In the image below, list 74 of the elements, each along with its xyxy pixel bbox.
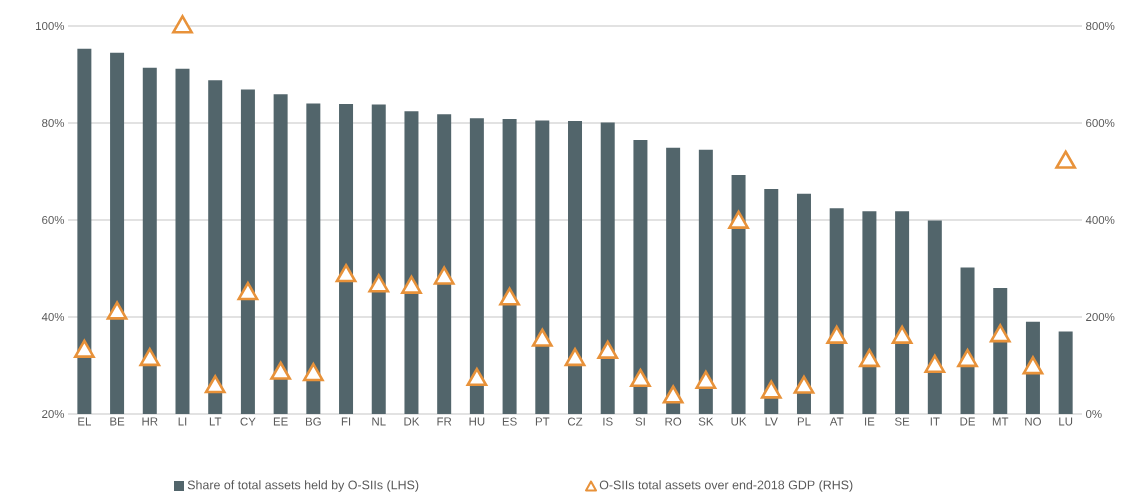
x-tick-label: SI	[635, 417, 645, 426]
point	[172, 15, 193, 34]
point	[73, 339, 95, 358]
point	[957, 348, 978, 368]
point	[662, 385, 684, 404]
x-tick-label: BG	[305, 417, 321, 426]
x-tick-label: LV	[765, 417, 778, 426]
x-tick-label: HR	[142, 417, 158, 426]
point	[728, 210, 749, 229]
point	[859, 348, 880, 368]
x-tick-label: LU	[1059, 417, 1073, 426]
point	[1055, 150, 1077, 169]
x-tick-label: MT	[992, 417, 1009, 426]
legend-label: O-SIIs total assets over end-2018 GDP (RHS)	[599, 480, 853, 492]
point	[891, 325, 913, 344]
point	[302, 362, 324, 382]
point	[793, 375, 815, 394]
point	[433, 266, 455, 285]
x-tick-label: LT	[209, 417, 222, 426]
point	[760, 380, 782, 399]
point	[499, 287, 520, 306]
point	[924, 354, 946, 373]
point	[106, 301, 128, 320]
point	[826, 325, 848, 344]
x-tick-label: DE	[960, 417, 975, 426]
y-tick-label: 80%	[42, 118, 65, 128]
x-tick-label: FI	[341, 417, 351, 426]
point	[564, 347, 586, 367]
point	[237, 281, 259, 301]
x-tick-label: FR	[437, 417, 452, 426]
x-tick-label: SE	[894, 417, 910, 426]
point	[989, 324, 1011, 343]
x-tick-label: IS	[603, 417, 613, 426]
x-tick-label: CZ	[567, 417, 583, 426]
point	[597, 340, 619, 359]
point	[531, 328, 553, 347]
x-tick-label: DK	[404, 417, 420, 426]
x-tick-label: IE	[865, 417, 875, 426]
y-tick-label: 20%	[42, 409, 65, 419]
x-tick-label: SK	[698, 417, 714, 426]
y-tick-label: 100%	[36, 21, 65, 31]
x-tick-label: CY	[240, 417, 256, 426]
x-tick-label: IT	[930, 417, 940, 426]
x-tick-label: AT	[829, 417, 844, 426]
point	[630, 368, 651, 388]
x-tick-label: PL	[797, 417, 811, 426]
x-tick-label: EE	[273, 417, 288, 426]
y2-tick-label: 600%	[1086, 118, 1115, 128]
x-tick-label: PT	[535, 417, 550, 426]
x-tick-label: NO	[1025, 417, 1041, 426]
x-tick-label: BE	[110, 417, 125, 426]
y-tick-label: 60%	[42, 215, 65, 225]
point	[401, 275, 422, 294]
y-tick-label: 40%	[41, 312, 65, 322]
y2-tick-label: 400%	[1085, 215, 1115, 225]
point	[335, 263, 357, 283]
point	[139, 347, 161, 367]
point	[270, 361, 292, 380]
x-tick-label: EL	[78, 417, 91, 426]
y2-tick-label: 800%	[1086, 21, 1115, 31]
legend-label: Share of total assets held by O-SIIs (LHS)	[187, 480, 419, 492]
x-tick-label: HU	[469, 417, 485, 426]
point	[466, 367, 488, 387]
point	[695, 370, 717, 390]
y2-tick-label: 0%	[1085, 409, 1102, 419]
point	[1022, 356, 1044, 375]
x-tick-label: LI	[178, 417, 187, 426]
x-tick-label: NL	[372, 417, 386, 426]
x-tick-label: RO	[665, 417, 682, 426]
y2-tick-label: 200%	[1086, 312, 1115, 322]
x-tick-label: UK	[731, 417, 747, 426]
x-tick-label: ES	[502, 417, 517, 426]
point	[368, 274, 390, 293]
point	[204, 375, 226, 394]
